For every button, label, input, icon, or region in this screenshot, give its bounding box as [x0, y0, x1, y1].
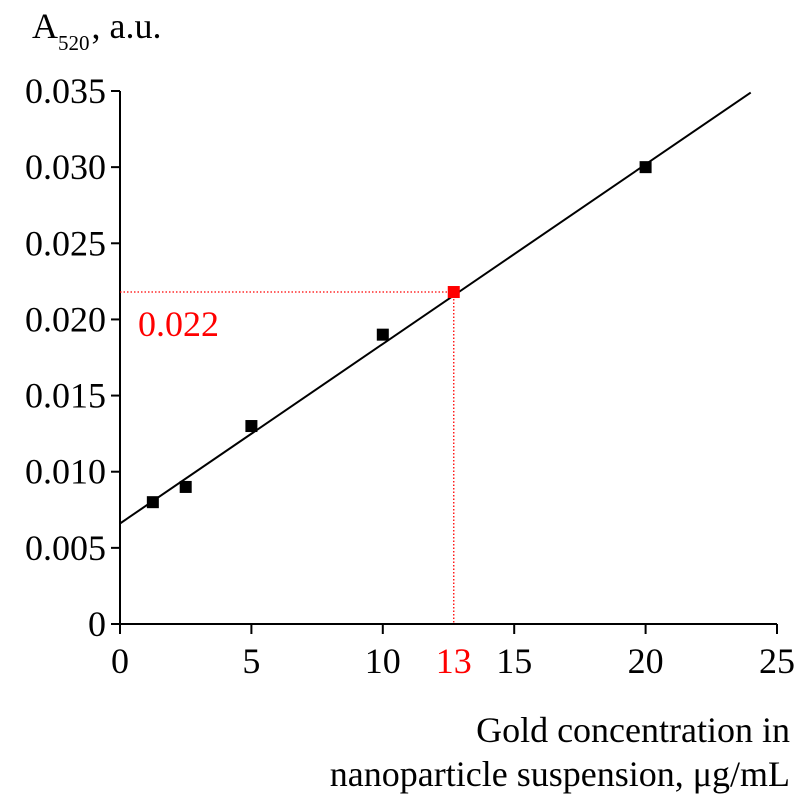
ticks: 0 0.005 0.010 0.015 0.020 0.025 0.030 0.035 0 5 10…	[25, 71, 795, 681]
y-axis-label-main: A	[32, 6, 58, 46]
y-tick-label: 0.015	[25, 376, 106, 416]
y-tick-label: 0.030	[25, 147, 106, 187]
y-axis-label: A520, a.u.	[32, 6, 162, 54]
highlight-y-label: 0.022	[138, 304, 219, 344]
x-tick-label: 10	[365, 641, 401, 681]
y-axis-label-unit: , a.u.	[91, 6, 162, 46]
y-tick-label: 0.020	[25, 299, 106, 339]
x-tick-label: 15	[496, 641, 532, 681]
y-axis-label-subscript: 520	[58, 31, 90, 55]
y-tick-label: 0.025	[25, 223, 106, 263]
data-points	[146, 161, 652, 509]
y-tick-label: 0.035	[25, 71, 106, 111]
highlight-x-label: 13	[436, 641, 472, 681]
y-tick-label: 0	[88, 604, 106, 644]
x-tick-label: 20	[628, 641, 664, 681]
data-point	[146, 496, 159, 509]
axes	[119, 91, 777, 625]
data-point	[179, 480, 192, 493]
x-tick-label: 0	[111, 641, 129, 681]
data-point	[245, 420, 258, 433]
highlight-point	[447, 286, 460, 299]
y-tick-label: 0.005	[25, 528, 106, 568]
y-tick-label: 0.010	[25, 452, 106, 492]
x-tick-label: 25	[759, 641, 795, 681]
x-tick-label: 5	[242, 641, 260, 681]
highlight-guides: 0.022 13	[120, 291, 472, 681]
x-axis-label: Gold concentration in nanoparticle suspe…	[330, 708, 790, 796]
data-point	[639, 161, 652, 174]
x-axis-label-line2: nanoparticle suspension, μg/mL	[329, 754, 790, 794]
x-axis-label-line1: Gold concentration in	[476, 710, 790, 750]
data-point	[376, 328, 389, 341]
